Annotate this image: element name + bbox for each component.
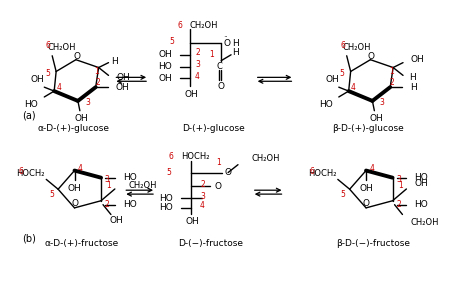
Text: 3: 3 (200, 192, 205, 201)
Text: β-D-(+)-glucose: β-D-(+)-glucose (333, 124, 404, 133)
Text: OH: OH (158, 50, 172, 59)
Text: 5: 5 (49, 190, 54, 199)
Text: 6: 6 (18, 167, 23, 176)
Text: 3: 3 (380, 98, 385, 107)
Text: H: H (232, 48, 238, 57)
Text: OH: OH (117, 73, 130, 82)
Text: HO: HO (159, 203, 173, 212)
Text: D-(+)-glucose: D-(+)-glucose (182, 124, 245, 133)
Text: HO: HO (123, 200, 137, 209)
Text: 5: 5 (340, 69, 345, 78)
Text: OH: OH (411, 55, 425, 64)
Text: CH₂OH: CH₂OH (410, 218, 439, 227)
Text: HO: HO (159, 194, 173, 202)
Text: 5: 5 (46, 69, 50, 78)
Text: 1: 1 (209, 50, 214, 59)
Text: O: O (215, 182, 222, 191)
Text: O: O (218, 82, 225, 91)
Text: 4: 4 (195, 72, 200, 81)
Text: 6: 6 (177, 21, 182, 30)
Text: CH₂OH: CH₂OH (129, 181, 157, 189)
Text: OH: OH (186, 217, 200, 226)
Text: O: O (223, 38, 230, 48)
Text: H: H (410, 83, 417, 92)
Text: CH₂OH: CH₂OH (252, 154, 280, 163)
Text: D-(−)-fructose: D-(−)-fructose (178, 239, 243, 248)
Text: 2: 2 (390, 78, 394, 87)
Text: HOCH₂: HOCH₂ (16, 169, 45, 178)
Text: 2: 2 (396, 200, 401, 209)
Text: CH₂OH: CH₂OH (342, 44, 371, 52)
Text: O: O (73, 52, 81, 61)
Text: OH: OH (68, 184, 82, 193)
Text: H: H (232, 38, 238, 48)
Text: 1: 1 (398, 181, 403, 189)
Text: ··: ·· (223, 34, 228, 43)
Text: C: C (216, 62, 222, 71)
Text: O: O (363, 200, 370, 208)
Text: 4: 4 (78, 164, 83, 173)
Text: OH: OH (414, 178, 428, 188)
Text: 1: 1 (216, 158, 220, 167)
Text: 6: 6 (168, 152, 173, 161)
Text: OH: OH (116, 83, 129, 92)
Text: 6: 6 (340, 41, 345, 50)
Text: OH: OH (75, 114, 89, 123)
Text: (a): (a) (23, 111, 36, 120)
Text: OH: OH (110, 216, 124, 225)
Text: HO: HO (414, 173, 428, 182)
Text: 3: 3 (195, 60, 200, 69)
Text: 3: 3 (105, 175, 109, 184)
Text: CH₂OH: CH₂OH (48, 44, 76, 52)
Text: 3: 3 (85, 98, 90, 107)
Text: OH: OH (359, 184, 373, 193)
Text: 2: 2 (195, 48, 200, 57)
Text: HO: HO (158, 62, 172, 71)
Text: OH: OH (158, 74, 172, 83)
Text: H: H (111, 57, 118, 66)
Text: 2: 2 (105, 200, 109, 209)
Text: 1: 1 (94, 67, 99, 76)
Text: HOCH₂: HOCH₂ (308, 169, 336, 178)
Text: HOCH₂: HOCH₂ (181, 152, 209, 161)
Text: 5: 5 (341, 190, 346, 199)
Text: 6: 6 (310, 167, 315, 176)
Text: 5: 5 (169, 36, 174, 46)
Text: O: O (224, 168, 231, 177)
Text: 1: 1 (107, 181, 111, 189)
Text: 2: 2 (200, 180, 205, 189)
Text: 4: 4 (56, 83, 61, 92)
Text: 5: 5 (166, 168, 171, 177)
Text: 6: 6 (46, 41, 51, 50)
Text: α-D-(+)-glucose: α-D-(+)-glucose (38, 124, 110, 133)
Text: HO: HO (123, 173, 137, 182)
Text: (b): (b) (23, 233, 36, 243)
Text: HO: HO (25, 100, 38, 109)
Text: O: O (71, 200, 78, 208)
Text: 2: 2 (95, 78, 100, 87)
Text: OH: OH (369, 114, 383, 123)
Text: H: H (409, 73, 416, 82)
Text: 1: 1 (389, 67, 393, 76)
Text: 3: 3 (396, 175, 401, 184)
Text: 4: 4 (370, 164, 374, 173)
Text: HO: HO (414, 200, 428, 209)
Text: OH: OH (185, 89, 199, 99)
Text: β-D-(−)-fructose: β-D-(−)-fructose (337, 239, 410, 248)
Text: OH: OH (325, 75, 339, 84)
Text: 4: 4 (200, 201, 205, 210)
Text: HO: HO (319, 100, 333, 109)
Text: OH: OH (30, 75, 44, 84)
Text: α-D-(+)-fructose: α-D-(+)-fructose (45, 239, 119, 248)
Text: O: O (368, 52, 375, 61)
Text: CH₂OH: CH₂OH (190, 21, 218, 30)
Text: 4: 4 (351, 83, 356, 92)
